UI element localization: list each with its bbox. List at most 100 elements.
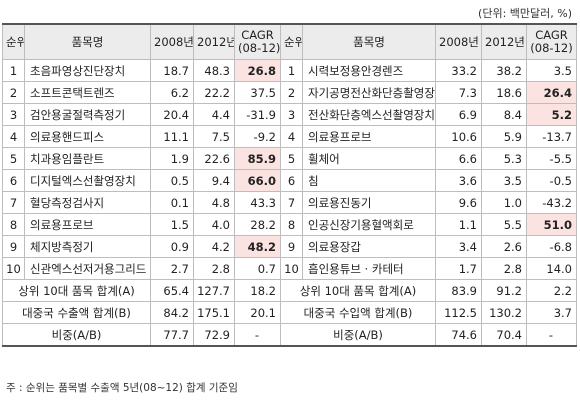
export-2008-value: 1.9 [150,147,194,170]
import-cagr-value: -43.2 [526,191,577,214]
import-2012-value: 38.2 [481,59,527,82]
import-item-name: 의료용진동기 [302,191,436,214]
import-2012-value: 5.9 [481,125,527,148]
export-cagr-value: 37.5 [234,81,281,104]
export-rank-cell: 9 [2,235,25,258]
export-cagr-value: 66.0 [234,169,281,192]
export-2008-value: 0.5 [150,169,194,192]
export-2008-value: 11.1 [150,125,194,148]
export-summary-2012: 127.7 [193,279,235,302]
import-2008-value: 33.2 [435,59,482,82]
import-2008-value: 7.3 [435,81,482,104]
import-2008-value: 9.6 [435,191,482,214]
export-summary-cagr: - [234,323,281,347]
header-2012: 2012년 [193,23,235,60]
header-2008: 2008년 [150,23,194,60]
export-rank-cell: 2 [2,81,25,104]
import-cagr-value: 3.5 [526,59,577,82]
import-2012-value: 3.5 [481,169,527,192]
export-rank-cell: 8 [2,213,25,236]
export-summary-2008: 65.4 [150,279,194,302]
export-item-name: 초음파영상진단장치 [24,59,151,82]
import-rank-cell: 5 [280,147,303,170]
export-rank-cell: 7 [2,191,25,214]
header-cagr-period-import: (08-12) [530,41,573,55]
header-name-import: 품목명 [302,23,436,60]
import-summary-cagr: 2.2 [526,279,577,302]
header-name: 품목명 [24,23,151,60]
import-2008-value: 1.7 [435,257,482,280]
table-row: 5 치과용임플란트 1.9 22.6 85.9 5 휠체어 6.6 5.3 -5.5 [2,147,577,170]
import-2008-value: 6.9 [435,103,482,126]
export-cagr-value: -9.2 [234,125,281,148]
export-item-name: 혈당측정검사지 [24,191,151,214]
export-2008-value: 6.2 [150,81,194,104]
export-rank-cell: 5 [2,147,25,170]
export-summary-cagr: 20.1 [234,301,281,324]
import-cagr-value: -0.5 [526,169,577,192]
import-2012-value: 18.6 [481,81,527,104]
import-summary-2012: 70.4 [481,323,527,347]
header-2012-import: 2012년 [481,23,527,60]
import-summary-2008: 112.5 [435,301,482,324]
export-item-name: 신관엑스선저거용그리드 [24,257,151,280]
export-summary-label: 대중국 수출액 합계(B) [2,301,151,324]
export-2012-value: 4.2 [193,235,235,258]
import-rank-cell: 6 [280,169,303,192]
table-body: 1 초음파영상진단장치 18.7 48.3 26.8 1 시력보정용안경렌즈 33.2 38.2… [2,59,577,347]
import-2008-value: 3.4 [435,235,482,258]
export-2012-value: 22.2 [193,81,235,104]
import-cagr-value: 5.2 [526,103,577,126]
export-item-name: 디지털엑스선촬영장치 [24,169,151,192]
import-2012-value: 1.0 [481,191,527,214]
export-2012-value: 7.5 [193,125,235,148]
export-2012-value: 4.4 [193,103,235,126]
export-rank-cell: 4 [2,125,25,148]
export-2012-value: 4.8 [193,191,235,214]
export-2012-value: 9.4 [193,169,235,192]
table-row: 4 의료용핸드피스 11.1 7.5 -9.2 4 의료용프로브 10.6 5.9 -13.7 [2,125,577,148]
import-summary-cagr: - [526,323,577,347]
summary-row: 대중국 수출액 합계(B) 84.2 175.1 20.1 대중국 수입액 합계(B) 1… [2,301,577,324]
summary-row: 상위 10대 품목 합계(A) 65.4 127.7 18.2 상위 10대 품목 합계… [2,279,577,302]
export-2008-value: 1.5 [150,213,194,236]
export-rank-cell: 6 [2,169,25,192]
import-2012-value: 5.5 [481,213,527,236]
export-2012-value: 22.6 [193,147,235,170]
import-cagr-value: -6.8 [526,235,577,258]
import-cagr-value: -5.5 [526,147,577,170]
trade-table: 순위 품목명 2008년 2012년 CAGR(08-12) 순위 품목명 20… [2,23,577,347]
import-item-name: 인공신장기용혈액회로 [302,213,436,236]
export-item-name: 체지방측정기 [24,235,151,258]
import-summary-cagr: 3.7 [526,301,577,324]
table-row: 6 디지털엑스선촬영장치 0.5 9.4 66.0 6 침 3.6 3.5 -0.5 [2,169,577,192]
export-cagr-value: 48.2 [234,235,281,258]
header-2008-import: 2008년 [435,23,482,60]
export-rank-cell: 1 [2,59,25,82]
export-summary-cagr: 18.2 [234,279,281,302]
export-rank-cell: 3 [2,103,25,126]
export-cagr-value: 85.9 [234,147,281,170]
import-summary-label: 대중국 수입액 합계(B) [280,301,436,324]
import-2012-value: 8.4 [481,103,527,126]
import-rank-cell: 3 [280,103,303,126]
table-row: 3 검안용굴절력측정기 20.4 4.4 -31.9 3 전산화단층엑스선촬영장치 6.9 8.… [2,103,577,126]
export-item-name: 소프트콘택트렌즈 [24,81,151,104]
import-item-name: 자기공명전산화단층촬영장치 [302,81,436,104]
export-summary-2008: 84.2 [150,301,194,324]
export-item-name: 의료용프로브 [24,213,151,236]
import-rank-cell: 8 [280,213,303,236]
import-item-name: 의료용장갑 [302,235,436,258]
header-rank: 순위 [2,23,25,60]
export-2012-value: 48.3 [193,59,235,82]
import-2012-value: 5.3 [481,147,527,170]
export-item-name: 치과용임플란트 [24,147,151,170]
import-rank-cell: 4 [280,125,303,148]
import-cagr-value: 26.4 [526,81,577,104]
table-row: 7 혈당측정검사지 0.1 4.8 43.3 7 의료용진동기 9.6 1.0 -43.2 [2,191,577,214]
export-item-name: 검안용굴절력측정기 [24,103,151,126]
header-cagr-period: (08-12) [238,41,281,55]
header-cagr-label: CAGR [241,28,274,42]
import-summary-label: 비중(A/B) [280,323,436,347]
table-row: 2 소프트콘택트렌즈 6.2 22.2 37.5 2 자기공명전산화단층촬영장치 7.3 18.… [2,81,577,104]
